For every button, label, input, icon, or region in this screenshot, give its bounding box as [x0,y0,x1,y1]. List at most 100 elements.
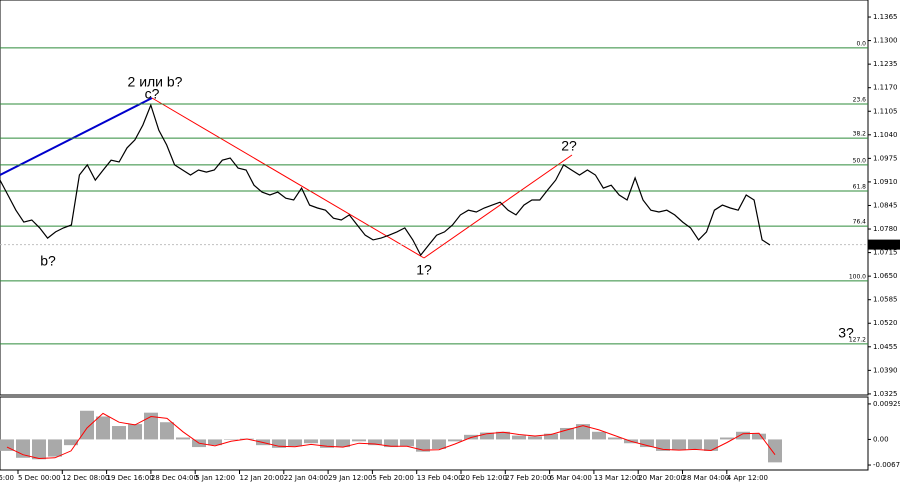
histogram-bar [272,439,286,448]
histogram-bar [208,439,222,446]
y-tick-label: 1.0715 [873,249,898,257]
fib-label: 76.4 [853,219,867,226]
histogram-bar [768,439,782,463]
histogram-bar [592,431,606,440]
histogram-bar [704,439,718,451]
histogram-bar [688,439,702,449]
series-line [0,103,771,257]
x-tick-label: 20 Feb 12:00 [461,474,507,482]
histogram-bar [32,439,46,460]
histogram-bar [528,436,542,440]
x-tick-label: 27 Feb 20:00 [505,474,551,482]
histogram-bar [608,437,622,440]
y-tick-label: 1.0975 [873,154,898,162]
histogram-bar [336,439,350,448]
wave-label: 3? [838,325,854,341]
histogram-bar [672,439,686,451]
y-tick-label: 1.0780 [873,225,898,233]
histogram-bar [560,427,574,440]
wave-line [0,97,153,176]
y-tick-label: 1.0455 [873,343,898,351]
y-tick-label: 1.1105 [873,107,898,115]
histogram-bar [64,439,78,446]
histogram-bar [720,437,734,440]
histogram-bar [160,422,174,440]
y-tick-label: 1.0325 [873,390,898,398]
histogram-bar [512,435,526,440]
y-tick-label: 0.00 [873,435,889,443]
histogram-bar [576,424,590,440]
histogram-bar [656,439,670,451]
wave-line [423,154,573,259]
fib-label: 61.8 [853,183,867,190]
y-tick-label: 1.1170 [873,84,898,92]
histogram-bar [112,426,126,440]
y-tick-label: 1.1300 [873,37,898,45]
x-tick-label: 5 Feb 20:00 [372,474,413,482]
x-tick-label: 12 Dec 08:00 [62,474,109,482]
histogram-bar [480,432,494,440]
histogram-bar [368,439,382,446]
x-tick-label: 6 Mar 04:00 [550,474,592,482]
histogram-bar [128,424,142,440]
x-tick-label: 28 Mar 04:00 [683,474,730,482]
histogram-bar [752,433,766,440]
x-tick-label: 13 Mar 12:00 [594,474,641,482]
fib-label: 100.0 [849,273,866,280]
x-tick-label: 28 Dec 04:00 [151,474,198,482]
histogram-bar [736,431,750,440]
y-tick-label: 1.0520 [873,319,898,327]
wave-label: b? [40,253,56,269]
x-tick-label: 20 Mar 20:00 [638,474,685,482]
fib-label: 23.6 [853,97,867,104]
histogram-bar [320,439,334,448]
y-tick-label: -0.0067 [873,461,900,469]
histogram-bar [0,439,14,451]
x-tick-label: 4 Apr 12:00 [727,474,768,482]
last-price-label: 1.0737 [873,241,898,249]
fib-label: 127.2 [849,336,866,343]
histogram-bar [352,439,366,442]
histogram-bar [96,416,110,440]
y-tick-label: 0.00929 [873,400,900,408]
y-tick-label: 1.0650 [873,272,898,280]
last-price-box [868,239,900,250]
histogram-bar [144,412,158,440]
y-tick-label: 1.1235 [873,60,898,68]
histogram-bar [304,439,318,444]
x-tick-label: 6:00 [0,474,14,482]
histogram-bar [448,439,462,442]
series-line [6,412,776,460]
y-tick-label: 1.1040 [873,131,898,139]
x-tick-label: 5 Jan 12:00 [195,474,235,482]
histogram-bar [400,439,414,447]
wave-label: c? [145,86,160,102]
wave-label: 2 или b? [128,74,183,90]
histogram-bar [544,433,558,440]
x-tick-label: 5 Dec 00:00 [18,474,61,482]
y-tick-label: 1.0390 [873,366,898,374]
y-tick-label: 1.1365 [873,13,898,21]
x-tick-label: 22 Jan 04:00 [284,474,328,482]
histogram-bar [496,431,510,440]
histogram-bar [416,439,430,452]
x-tick-label: 13 Feb 04:00 [417,474,463,482]
fib-label: 38.2 [853,131,867,138]
histogram-bar [432,439,446,449]
fib-label: 0.0 [856,40,866,47]
wave-label: 1? [416,262,432,278]
fib-label: 50.0 [853,157,867,164]
x-tick-label: 29 Jan 12:00 [328,474,372,482]
x-tick-label: 12 Jan 20:00 [240,474,284,482]
histogram-bar [176,437,190,440]
y-tick-label: 1.0585 [873,296,898,304]
wave-label: 2? [561,138,577,154]
price-panel [0,0,869,396]
wave-line [151,97,425,259]
histogram-bar [640,439,654,448]
y-tick-label: 1.0845 [873,201,898,209]
histogram-bar [288,439,302,447]
histogram-bar [384,439,398,448]
histogram-bar [48,439,62,457]
